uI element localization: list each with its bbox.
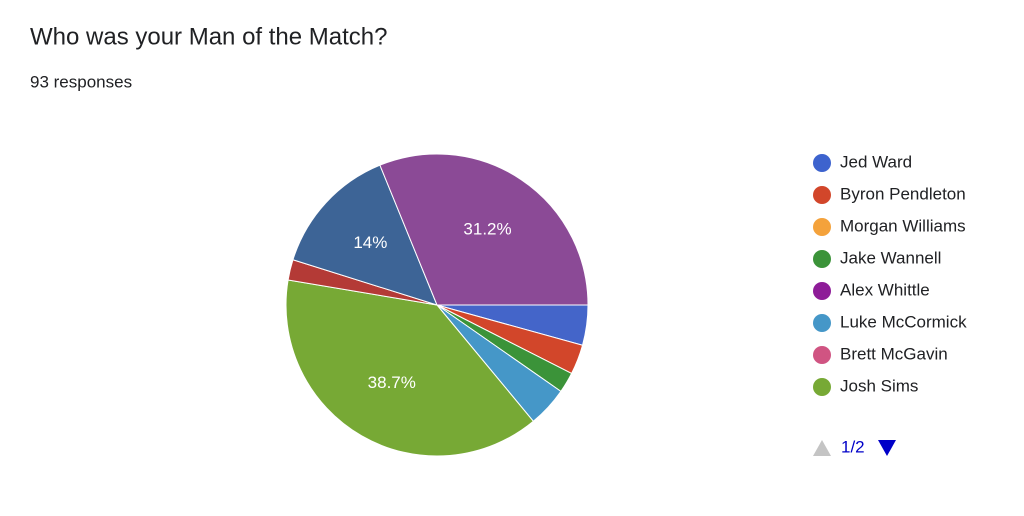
pie: 38.7% 14% 31.2% [285,153,589,457]
pie-slice [379,153,589,306]
legend-label: Alex Whittle [840,280,930,299]
pie-slice [285,279,535,457]
legend-page: 1/2 [841,437,865,456]
legend-swatch [813,314,831,332]
pie-slice [292,164,438,306]
legend-swatch [813,154,831,172]
legend-label: Jake Wannell [840,248,941,267]
legend-swatch [813,282,831,300]
next-page[interactable] [878,440,896,456]
legend-label: Morgan Williams [840,216,966,235]
legend-label: Josh Sims [840,376,918,395]
slice-label: 38.7% [368,373,416,392]
legend-label: Byron Pendleton [840,184,966,203]
legend-swatch [813,218,831,236]
legend-label: Brett McGavin [840,344,948,363]
chart-title: Who was your Man of the Match? [30,23,388,50]
legend-swatch [813,346,831,364]
slice-label: 31.2% [463,219,511,238]
slice-label: 14% [353,233,387,252]
legend-swatch [813,250,831,268]
legend-label: Luke McCormick [840,312,967,331]
legend-label: Jed Ward [840,152,912,171]
legend-swatch [813,378,831,396]
legend: Jed Ward Byron Pendleton Morgan Williams Ja… [813,152,967,396]
chart-subtitle: 93 responses [30,72,132,91]
prev-page[interactable] [813,440,831,456]
legend-swatch [813,186,831,204]
